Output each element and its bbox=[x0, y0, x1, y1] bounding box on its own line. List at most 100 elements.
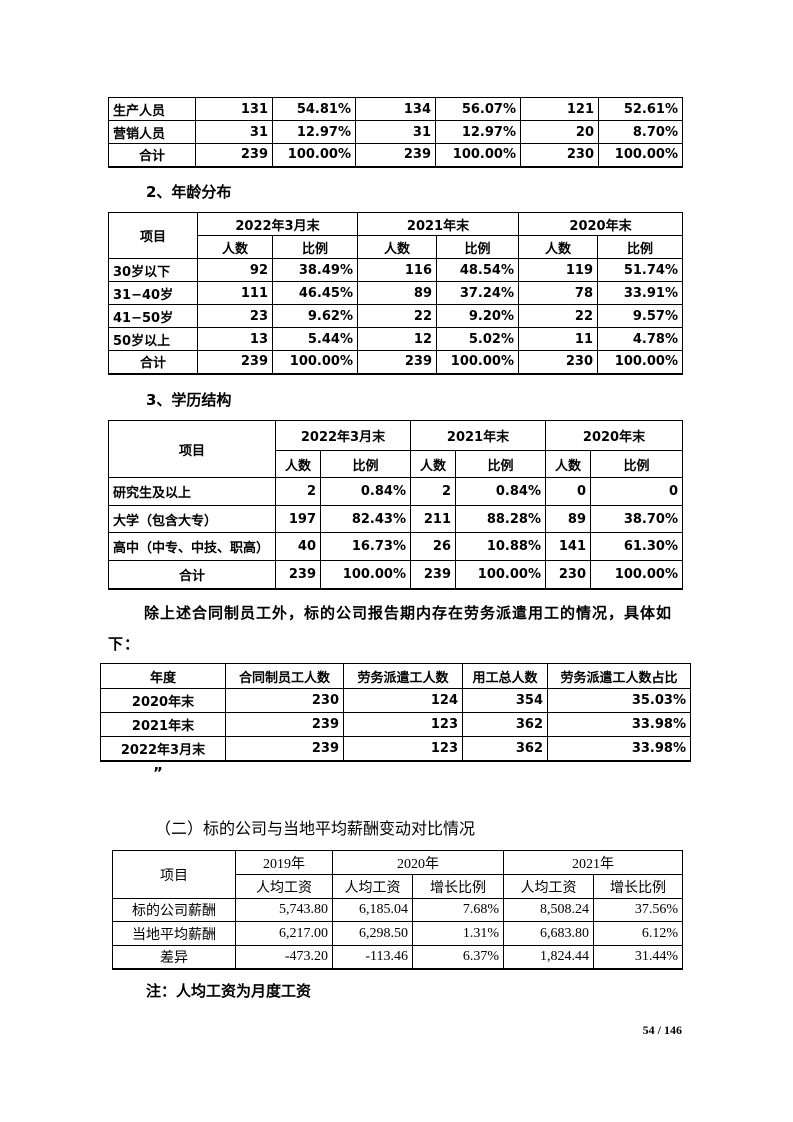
row: 高中（中专、中技、职高） 40 16.73% 26 10.88% 141 61.30% bbox=[108, 532, 683, 561]
row: 50岁以上 13 5.44% 12 5.02% 11 4.78% bbox=[108, 327, 683, 351]
cell: 37.24% bbox=[436, 281, 519, 305]
row: 差异 -473.20 -113.46 6.37% 1,824.44 31.44% bbox=[112, 945, 683, 970]
cell: 121 bbox=[520, 97, 599, 121]
cell: 230 bbox=[518, 350, 598, 375]
row: 2020年末 230 124 354 35.03% bbox=[100, 688, 691, 713]
cell: 16.73% bbox=[320, 532, 411, 561]
cell: 1.31% bbox=[412, 921, 504, 946]
cell: 7.68% bbox=[412, 898, 504, 922]
cell: 197 bbox=[275, 505, 321, 533]
cell: 2021年 bbox=[503, 850, 683, 875]
cell: 比例 bbox=[320, 450, 411, 478]
cell: 100.00% bbox=[436, 350, 519, 375]
cell: 100.00% bbox=[272, 143, 356, 168]
cell: 52.61% bbox=[598, 97, 683, 121]
cell: 8.70% bbox=[598, 120, 683, 144]
cell: 标的公司薪酬 bbox=[112, 898, 236, 922]
cell: 2019年 bbox=[235, 850, 333, 875]
cell: 22 bbox=[518, 304, 598, 328]
cell: 2020年 bbox=[332, 850, 504, 875]
cell: 22 bbox=[357, 304, 437, 328]
row: 营销人员 31 12.97% 31 12.97% 20 8.70% bbox=[108, 120, 683, 144]
cell: 13 bbox=[197, 327, 273, 351]
cell: 33.98% bbox=[547, 712, 691, 737]
row: 合计 239 100.00% 239 100.00% 230 100.00% bbox=[108, 560, 683, 590]
cell: 30岁以下 bbox=[108, 258, 198, 282]
cell: 82.43% bbox=[320, 505, 411, 533]
row: 生产人员 131 54.81% 134 56.07% 121 52.61% bbox=[108, 97, 683, 121]
cell: 6.37% bbox=[412, 945, 504, 970]
cell: 2020年末 bbox=[100, 688, 226, 713]
cell: 2022年3月末 bbox=[100, 736, 226, 762]
age-table: 项目 2022年3月末 2021年末 2020年末 人数 比例 人数 比例 人数 比例 30岁以下 9… bbox=[108, 212, 683, 375]
row: 标的公司薪酬 5,743.80 6,185.04 7.68% 8,508.24 37.56… bbox=[112, 898, 683, 922]
cell: 用工总人数 bbox=[462, 663, 548, 689]
cell: 40 bbox=[275, 532, 321, 561]
heading: 3、学历结构 bbox=[146, 391, 232, 409]
paragraph: 除上述合同制员工外，标的公司报告期内存在劳务派遣用工的情况，具体如下： bbox=[108, 604, 673, 653]
cell: 2020年末 bbox=[545, 420, 683, 451]
cell: 11 bbox=[518, 327, 598, 351]
cell: -113.46 bbox=[332, 945, 413, 970]
cell: 92 bbox=[197, 258, 273, 282]
cell: 合同制员工人数 bbox=[225, 663, 344, 689]
cell: 2021年末 bbox=[357, 212, 519, 236]
cell: 239 bbox=[195, 143, 273, 168]
row: 当地平均薪酬 6,217.00 6,298.50 1.31% 6,683.80 6.12% bbox=[112, 921, 683, 946]
cell: 高中（中专、中技、职高） bbox=[108, 532, 276, 561]
cell: 6,185.04 bbox=[332, 898, 413, 922]
row: 41−50岁 23 9.62% 22 9.20% 22 9.57% bbox=[108, 304, 683, 328]
note: 注：人均工资为月度工资 bbox=[146, 984, 312, 1000]
cell: 2 bbox=[275, 477, 321, 506]
dispatch-table: 年度 合同制员工人数 劳务派遣工人数 用工总人数 劳务派遣工人数占比 2020年末 230 1… bbox=[100, 663, 691, 762]
cell: 9.57% bbox=[597, 304, 683, 328]
row: 人数 比例 人数 比例 人数 比例 bbox=[109, 235, 683, 259]
cell: 33.98% bbox=[547, 736, 691, 762]
cell: 0 bbox=[590, 477, 683, 506]
cell: -473.20 bbox=[235, 945, 333, 970]
cell: 362 bbox=[462, 712, 548, 737]
cell: 100.00% bbox=[435, 143, 521, 168]
cell: 78 bbox=[518, 281, 598, 305]
cell: 0.84% bbox=[455, 477, 546, 506]
cell: 124 bbox=[343, 688, 463, 713]
cell: 2020年末 bbox=[518, 212, 683, 236]
cell: 88.28% bbox=[455, 505, 546, 533]
cell: 年度 bbox=[100, 663, 226, 689]
cell: 354 bbox=[462, 688, 548, 713]
cell: 20 bbox=[520, 120, 599, 144]
heading: （二）标的公司与当地平均薪酬变动对比情况 bbox=[155, 819, 476, 838]
cell: 100.00% bbox=[597, 350, 683, 375]
cell: 116 bbox=[357, 258, 437, 282]
cell: 2021年末 bbox=[100, 712, 226, 737]
cell: 123 bbox=[343, 736, 463, 762]
cell: 239 bbox=[357, 350, 437, 375]
cell: 61.30% bbox=[590, 532, 683, 561]
cell: 31.44% bbox=[593, 945, 683, 970]
cell: 2 bbox=[410, 477, 456, 506]
cell: 比例 bbox=[455, 450, 546, 478]
row: 研究生及以上 2 0.84% 2 0.84% 0 0 bbox=[108, 477, 683, 506]
cell: 100.00% bbox=[272, 350, 358, 375]
cell: 123 bbox=[343, 712, 463, 737]
row: 大学（包含大专） 197 82.43% 211 88.28% 89 38.70% bbox=[108, 505, 683, 533]
cell: 131 bbox=[195, 97, 273, 121]
cell: 23 bbox=[197, 304, 273, 328]
cell: 100.00% bbox=[598, 143, 683, 168]
cell: 劳务派遣工人数占比 bbox=[547, 663, 691, 689]
cell: 10.88% bbox=[455, 532, 546, 561]
row: 30岁以下 92 38.49% 116 48.54% 119 51.74% bbox=[108, 258, 683, 282]
cell: 项目 bbox=[108, 212, 198, 259]
cell: 人数 bbox=[518, 235, 598, 259]
row: 年度 合同制员工人数 劳务派遣工人数 用工总人数 劳务派遣工人数占比 bbox=[100, 663, 691, 689]
cell: 89 bbox=[357, 281, 437, 305]
cell: 差异 bbox=[112, 945, 236, 970]
row: 2021年末 239 123 362 33.98% bbox=[100, 712, 691, 737]
cell: 37.56% bbox=[593, 898, 683, 922]
cell: 26 bbox=[410, 532, 456, 561]
cell: 比例 bbox=[590, 450, 683, 478]
cell: 人数 bbox=[275, 450, 321, 478]
cell: 人均工资 bbox=[332, 874, 413, 899]
cell: 48.54% bbox=[436, 258, 519, 282]
cell: 8,508.24 bbox=[503, 898, 594, 922]
